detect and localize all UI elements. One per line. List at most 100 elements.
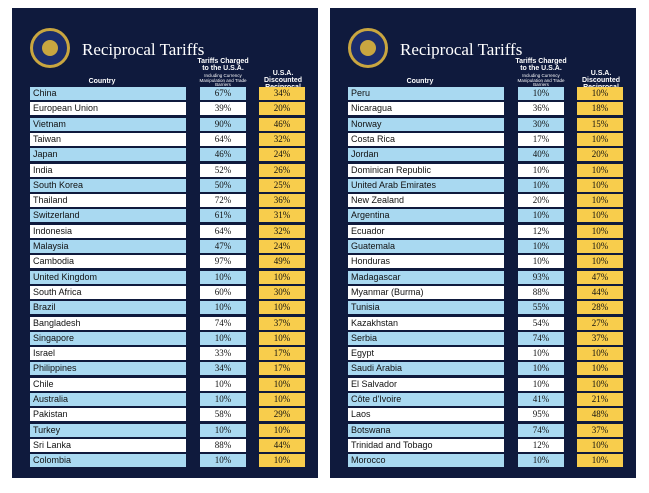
discount-cell: 48% [577, 408, 623, 422]
tariff-cell: 10% [518, 240, 564, 253]
discount-cell: 15% [577, 117, 623, 131]
tariff-cell: 10% [200, 454, 246, 468]
country-cell: Dominican Republic [348, 163, 504, 177]
country-cell: Peru [348, 87, 504, 100]
country-cell: Israel [30, 347, 186, 361]
tariff-cell: 10% [200, 331, 246, 345]
discount-cell: 20% [259, 102, 305, 116]
seal [348, 28, 388, 68]
country-cell: Vietnam [30, 117, 186, 131]
discount-cell: 29% [259, 408, 305, 422]
tariff-cell: 10% [518, 87, 564, 100]
country-header: Country [88, 78, 116, 85]
panel-title: Reciprocal Tariffs [82, 40, 205, 59]
tariff-cell: 20% [518, 194, 564, 208]
discount-cell: 32% [259, 224, 305, 238]
tariff-cell: 95% [518, 408, 564, 422]
tariff-cell: 10% [200, 393, 246, 406]
tariff-cell: 10% [200, 301, 246, 315]
country-cell: Argentina [348, 209, 504, 223]
tariff-cell: 40% [518, 148, 564, 162]
discount-cell: 10% [259, 393, 305, 406]
tariff-cell: 30% [518, 117, 564, 131]
tariff-cell: 67% [200, 87, 246, 100]
tariff-cell: 55% [518, 301, 564, 315]
tariff-cell: 10% [518, 362, 564, 376]
discount-cell: 10% [259, 331, 305, 345]
tariff-cell: 72% [200, 194, 246, 208]
country-cell: Costa Rica [348, 132, 504, 146]
discount-cell: 46% [259, 117, 305, 131]
discount-cell: 10% [577, 163, 623, 177]
country-cell: United Arab Emirates [348, 178, 504, 192]
country-cell: Botswana [348, 423, 504, 437]
country-cell: Serbia [348, 331, 504, 345]
tariff-cell: 10% [518, 255, 564, 269]
country-cell: Singapore [30, 331, 186, 345]
country-cell: Nicaragua [348, 102, 504, 116]
tariff-cell: 46% [200, 148, 246, 162]
country-cell: Norway [348, 117, 504, 131]
country-cell: Philippines [30, 362, 186, 376]
tariff-header: Tariffs Charged to the U.S.A. [197, 58, 249, 72]
country-cell: Taiwan [30, 132, 186, 146]
tariff-cell: 88% [200, 438, 246, 452]
tariff-cell: 74% [518, 423, 564, 437]
tariff-cell: 10% [518, 209, 564, 223]
discount-cell: 18% [577, 102, 623, 116]
country-cell: El Salvador [348, 377, 504, 391]
discount-cell: 10% [577, 347, 623, 361]
discount-cell: 24% [259, 240, 305, 253]
discount-cell: 10% [577, 209, 623, 223]
tariff-subheader: Including Currency Manipulation and Trad… [517, 73, 565, 87]
tariff-cell: 61% [200, 209, 246, 223]
country-cell: Saudi Arabia [348, 362, 504, 376]
tariff-cell: 41% [518, 393, 564, 406]
discount-cell: 10% [259, 377, 305, 391]
country-cell: South Africa [30, 285, 186, 299]
tariff-cell: 33% [200, 347, 246, 361]
tariff-cell: 34% [200, 362, 246, 376]
tariff-cell: 54% [518, 316, 564, 330]
country-cell: Laos [348, 408, 504, 422]
country-cell: Trinidad and Tobago [348, 438, 504, 452]
country-cell: Colombia [30, 454, 186, 468]
country-cell: South Korea [30, 178, 186, 192]
discount-cell: 36% [259, 194, 305, 208]
discount-cell: 10% [577, 132, 623, 146]
discount-cell: 37% [577, 423, 623, 437]
tariff-cell: 10% [518, 347, 564, 361]
country-cell: Ecuador [348, 224, 504, 238]
tariff-cell: 17% [518, 132, 564, 146]
discount-cell: 10% [577, 194, 623, 208]
discount-cell: 28% [577, 301, 623, 315]
discount-cell: 10% [577, 255, 623, 269]
tariff-cell: 10% [518, 178, 564, 192]
country-cell: India [30, 163, 186, 177]
country-cell: European Union [30, 102, 186, 116]
discount-cell: 10% [577, 178, 623, 192]
country-cell: Madagascar [348, 270, 504, 284]
discount-cell: 10% [259, 270, 305, 284]
tariff-cell: 97% [200, 255, 246, 269]
country-cell: Brazil [30, 301, 186, 315]
country-cell: Thailand [30, 194, 186, 208]
discount-cell: 30% [259, 285, 305, 299]
discount-cell: 49% [259, 255, 305, 269]
discount-cell: 37% [577, 331, 623, 345]
tariff-cell: 36% [518, 102, 564, 116]
discount-cell: 34% [259, 87, 305, 100]
country-header: Country [406, 78, 434, 85]
tariff-cell: 10% [518, 377, 564, 391]
tariff-cell: 58% [200, 408, 246, 422]
discount-cell: 21% [577, 393, 623, 406]
country-cell: Tunisia [348, 301, 504, 315]
tariff-cell: 10% [518, 163, 564, 177]
discount-cell: 10% [577, 454, 623, 468]
discount-cell: 44% [577, 285, 623, 299]
tariff-header: Tariffs Charged to the U.S.A. [515, 58, 567, 72]
tariff-cell: 74% [200, 316, 246, 330]
seal [30, 28, 70, 68]
discount-cell: 26% [259, 163, 305, 177]
discount-cell: 47% [577, 270, 623, 284]
